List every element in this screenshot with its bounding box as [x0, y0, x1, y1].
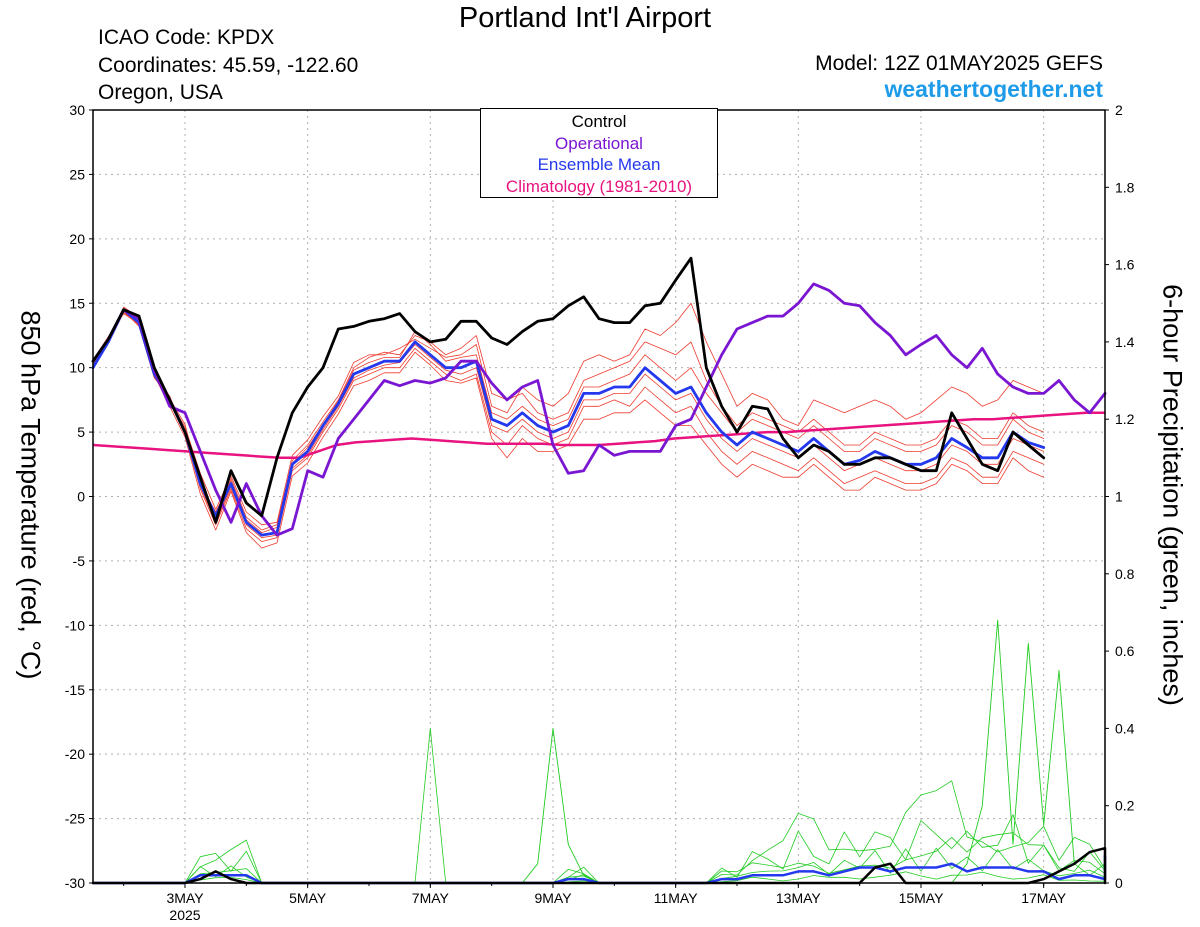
site-link[interactable]: weathertogether.net	[884, 76, 1103, 102]
y2-tick-label: 0.6	[1115, 643, 1135, 659]
y-tick-label: 5	[77, 424, 85, 440]
y-tick-label: 25	[69, 166, 85, 182]
y2-tick-label: 2	[1115, 102, 1123, 118]
x-tick-label: 5MAY	[289, 890, 327, 906]
y-tick-label: -25	[65, 811, 85, 827]
member-precip-line	[521, 727, 600, 884]
y-tick-label: 30	[69, 102, 85, 118]
member-temperature-line	[92, 306, 1045, 533]
legend-climatology: Climatology (1981-2010)	[505, 176, 693, 196]
y-tick-label: -10	[65, 617, 85, 633]
y-tick-label: 10	[69, 360, 85, 376]
x-tick-label: 11MAY	[654, 890, 698, 906]
model-run: Model: 12Z 01MAY2025 GEFS	[815, 52, 1103, 75]
y-tick-label: 15	[69, 295, 85, 311]
coordinates: Coordinates: 45.59, -122.60	[98, 54, 359, 77]
member-precip-line	[951, 619, 1106, 884]
y2-tick-label: 0.8	[1115, 566, 1135, 582]
y2-tick-label: 1.6	[1115, 257, 1135, 273]
control-line	[91, 256, 1046, 524]
y-tick-label: -15	[65, 682, 85, 698]
member-precip-line	[92, 728, 1106, 884]
member-temperature-line	[92, 310, 1045, 542]
y-tick-label: 0	[77, 489, 85, 505]
x-tick-label: 17MAY	[1021, 890, 1067, 906]
x-tick-label: 3MAY	[166, 890, 204, 906]
legend-control: Control	[571, 112, 627, 131]
y2-tick-label: 1.8	[1115, 179, 1135, 195]
y2-tick-label: 0.4	[1115, 720, 1135, 736]
y2-tick-label: 0.2	[1115, 798, 1135, 814]
y-axis-left-label: 850 hPa Temperature (red, °C)	[15, 310, 46, 680]
y2-tick-label: 1.4	[1115, 334, 1135, 350]
x-tick-label: 9MAY	[534, 890, 572, 906]
member-temperature-line	[92, 302, 1045, 526]
legend-operational: Operational	[555, 133, 643, 153]
legend: Control Operational Ensemble Mean Climat…	[480, 108, 718, 198]
y-tick-label: -20	[65, 746, 85, 762]
y-tick-label: 20	[69, 231, 85, 247]
y2-tick-label: 1	[1115, 489, 1123, 505]
x-tick-sublabel: 2025	[169, 907, 200, 923]
y-tick-label: -30	[65, 875, 85, 891]
x-tick-label: 15MAY	[899, 890, 945, 906]
y-axis-right-label: 6-hour Precipitation (green, inches)	[1157, 284, 1188, 706]
legend-ensemble-mean: Ensemble Mean	[537, 155, 661, 174]
y-tick-label: -5	[73, 553, 86, 569]
x-tick-label: 7MAY	[412, 890, 450, 906]
y2-tick-label: 0	[1115, 875, 1123, 891]
member-temperature-line	[92, 311, 1045, 539]
icao-code: ICAO Code: KPDX	[98, 26, 275, 49]
x-tick-label: 13MAY	[776, 890, 822, 906]
region: Oregon, USA	[98, 81, 223, 104]
ensemble-mean-precip-line	[91, 854, 1107, 885]
ensemble-mean-line	[91, 308, 1046, 537]
chart-title: Portland Int'l Airport	[458, 2, 712, 34]
member-temperature-line	[92, 307, 1045, 531]
y2-tick-label: 1.2	[1115, 411, 1135, 427]
